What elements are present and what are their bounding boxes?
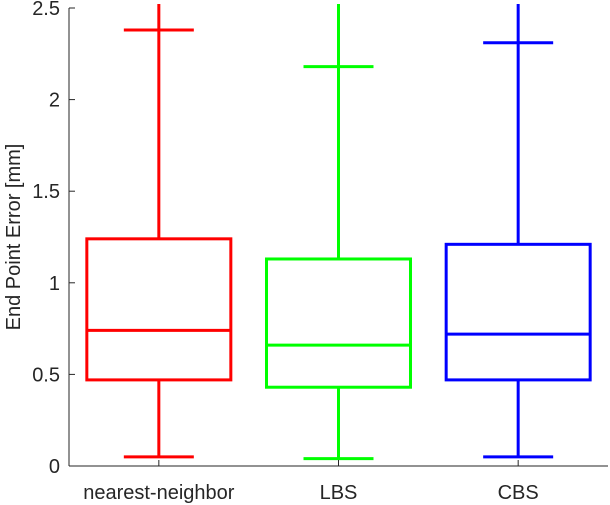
y-tick-label: 1 — [49, 273, 60, 295]
box-group-lbs — [265, 4, 412, 461]
x-tick-label: nearest-neighbor — [83, 482, 235, 504]
box-iqr — [85, 237, 233, 382]
y-tick-label: 0.5 — [32, 364, 60, 386]
box-iqr — [444, 242, 592, 382]
box-iqr — [265, 257, 412, 389]
y-axis-label: End Point Error [mm] — [3, 144, 25, 331]
y-tick-label: 1.5 — [32, 181, 60, 203]
y-tick-label: 2 — [49, 90, 60, 112]
x-axis-ticks: nearest-neighbor LBS CBS — [83, 460, 539, 504]
box-group-nearest-neighbor — [85, 4, 233, 459]
y-tick-label: 2.5 — [32, 0, 60, 20]
y-axis-ticks: 0 0.5 1 1.5 2 2.5 — [32, 0, 75, 478]
y-tick-label: 0 — [49, 456, 60, 478]
plot-area — [85, 4, 592, 461]
box-group-cbs — [444, 4, 592, 459]
x-tick-label: LBS — [320, 482, 358, 504]
x-tick-label: CBS — [498, 482, 539, 504]
